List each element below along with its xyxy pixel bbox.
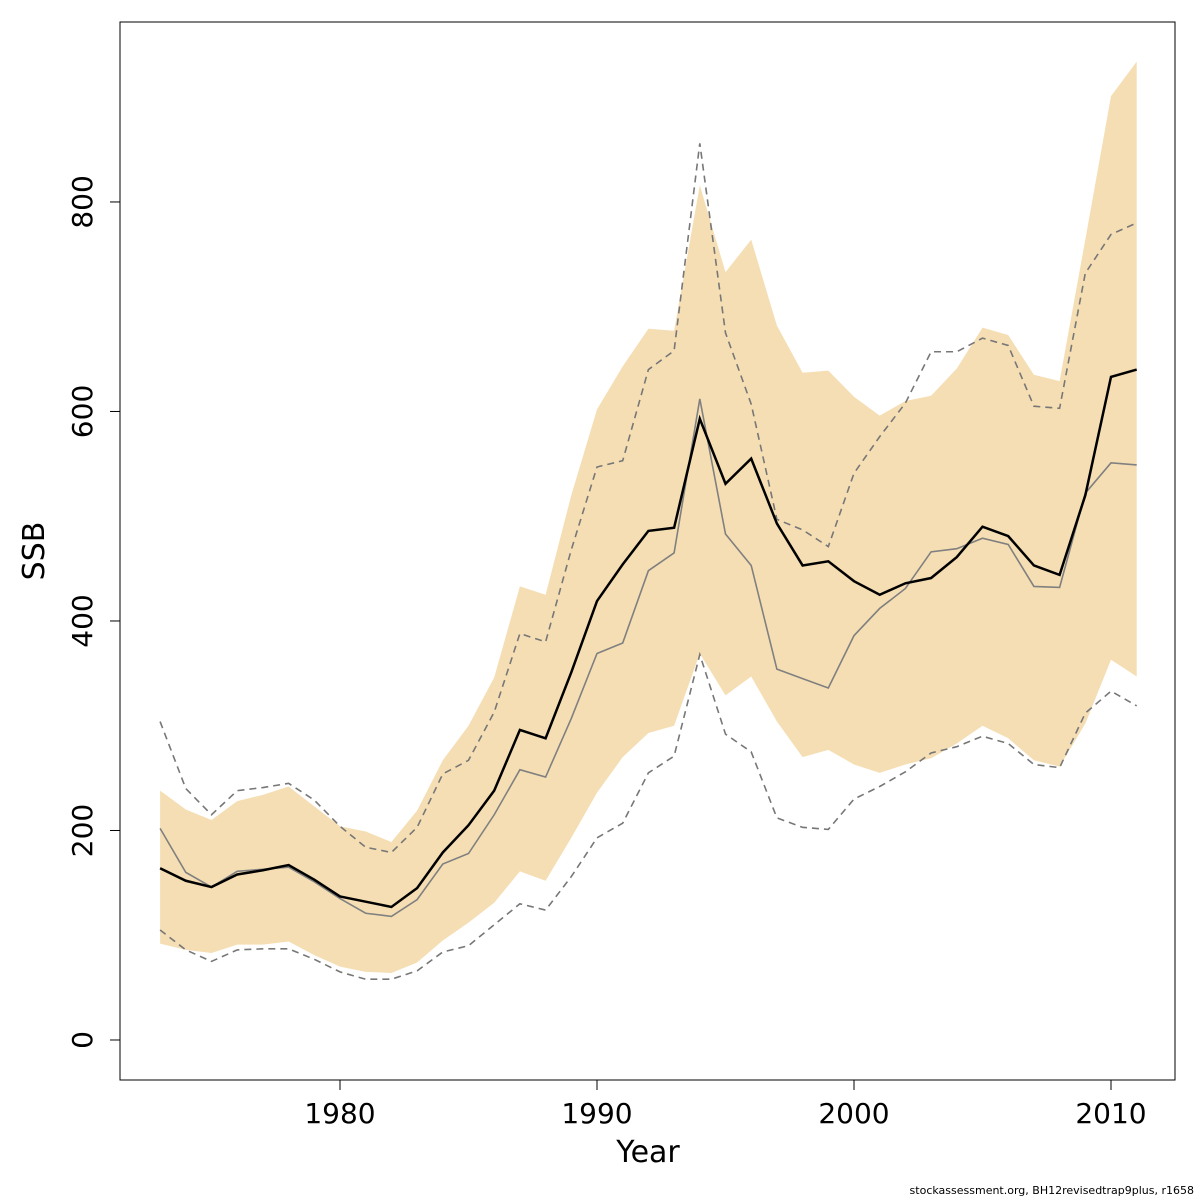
y-tick-label: 600	[66, 385, 99, 438]
y-tick-label: 0	[66, 1031, 99, 1049]
y-tick-label: 800	[66, 175, 99, 228]
series-line	[159, 368, 1138, 909]
x-tick-label: 2000	[818, 1097, 889, 1130]
plot-frame	[119, 21, 1176, 1081]
x-tick-label: 1990	[561, 1097, 632, 1130]
confidence-band	[160, 61, 1137, 973]
x-axis-label: Year	[615, 1135, 680, 1170]
x-tick-label: 2010	[1075, 1097, 1146, 1130]
y-axis-label: SSB	[17, 522, 52, 581]
y-tick-label: 400	[66, 594, 99, 647]
series-line	[159, 143, 1138, 854]
y-tick-label: 200	[66, 804, 99, 857]
x-tick-label: 1980	[304, 1097, 375, 1130]
series-line	[159, 398, 1137, 918]
footnote: stockassessment.org, BH12revisedtrap9plu…	[910, 1184, 1194, 1197]
series-line	[159, 651, 1138, 981]
